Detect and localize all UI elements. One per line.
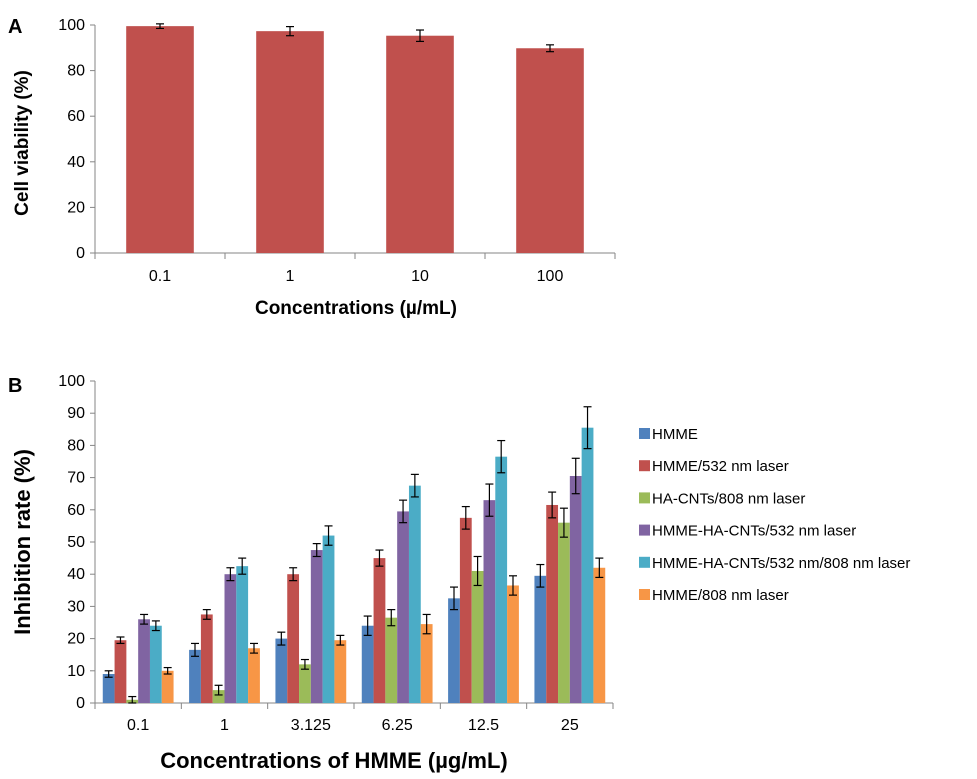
panel-b-plot-area: 0 10 20 30 40 50 60 70 80 90 100 0.1 1 3.125 6.25 12.5 2… [58,373,614,734]
bar [256,31,324,253]
y-tick-label: 60 [67,502,85,519]
bar [236,566,249,703]
panel-b-x-axis-title: Concentrations of HMME (µg/mL) [160,748,508,773]
bar [334,640,347,703]
bar [114,640,127,703]
bar [385,617,398,703]
legend-label: HMME-HA-CNTs/532 nm/808 nm laser [652,555,910,572]
legend-label: HMME/808 nm laser [652,587,789,604]
bar [546,504,559,703]
bar [248,648,260,703]
y-tick-label: 10 [67,663,85,680]
y-tick-label: 20 [67,199,85,216]
y-tick-label: 0 [76,245,85,262]
y-tick-label: 90 [67,405,85,422]
y-tick-label: 100 [58,373,85,390]
legend-label: HMME [652,426,698,443]
bar [495,456,508,703]
bar [322,535,335,703]
bar [507,585,519,703]
x-tick-label: 0.1 [127,717,149,734]
bar [189,649,201,703]
y-tick-label: 100 [58,17,85,34]
bar [448,598,460,703]
bar [420,624,433,703]
bar [138,619,150,703]
bar [397,511,409,703]
bar [408,485,421,703]
bar [516,48,584,254]
bar [459,517,472,703]
legend-swatch [639,524,650,536]
x-tick-label: 0.1 [149,268,171,285]
panel-a-chart: A 0 20 40 60 80 100 0.1 1 10 100 Cell viability (… [8,16,616,319]
x-tick-label: 10 [411,268,429,285]
bar [569,475,582,703]
panel-a-x-axis-title: Concentrations (µ/mL) [255,298,457,319]
bar [483,500,496,703]
panel-b-label: B [8,375,22,397]
x-tick-label: 25 [561,717,579,734]
y-tick-label: 80 [67,63,85,80]
x-tick-label: 100 [537,268,564,285]
bar [224,574,237,703]
x-tick-label: 1 [286,268,295,285]
legend-swatch [639,492,650,504]
bar [299,664,311,703]
panel-b-y-axis-title: Inhibition rate (%) [10,449,35,635]
panel-a-plot-area: 0 20 40 60 80 100 0.1 1 10 100 [58,17,616,285]
legend-swatch [639,428,650,439]
y-tick-label: 40 [67,154,85,171]
bar [102,674,115,703]
bar [361,625,374,703]
panel-b-chart: B 0 10 20 30 40 50 60 70 80 90 100 0.1 1 3.125 6.25 12.… [8,373,910,773]
legend-label: HMME/532 nm laser [652,458,789,475]
bar [534,575,547,703]
bar [275,638,288,703]
bar [310,550,323,703]
x-tick-label: 3.125 [291,717,331,734]
legend-label: HA-CNTs/808 nm laser [652,490,805,507]
x-tick-label: 12.5 [468,717,499,734]
bar [471,570,484,703]
bar [287,574,300,703]
bar [558,522,570,703]
bar [581,427,594,703]
bar [373,558,386,703]
panel-a-label: A [8,16,22,38]
x-tick-label: 6.25 [382,717,413,734]
panel-b-legend: HMME HMME/532 nm laser HA-CNTs/808 nm lase… [639,426,910,604]
bar [200,614,213,703]
bar [212,690,225,703]
y-tick-label: 0 [76,695,85,712]
y-tick-label: 20 [67,631,85,648]
bar [126,26,194,253]
bar [386,35,454,253]
y-tick-label: 30 [67,598,85,615]
legend-swatch [639,589,650,600]
y-tick-label: 40 [67,566,85,583]
y-tick-label: 50 [67,534,85,551]
legend-swatch [639,460,650,472]
y-tick-label: 60 [67,108,85,125]
x-tick-label: 1 [220,717,229,734]
legend-label: HMME-HA-CNTs/532 nm laser [652,523,856,540]
bar [593,567,606,703]
bar [149,625,162,703]
legend-swatch [639,556,650,568]
bar [161,670,174,703]
y-tick-label: 80 [67,437,85,454]
panel-a-y-axis-title: Cell viability (%) [12,70,33,216]
y-tick-label: 70 [67,470,85,487]
